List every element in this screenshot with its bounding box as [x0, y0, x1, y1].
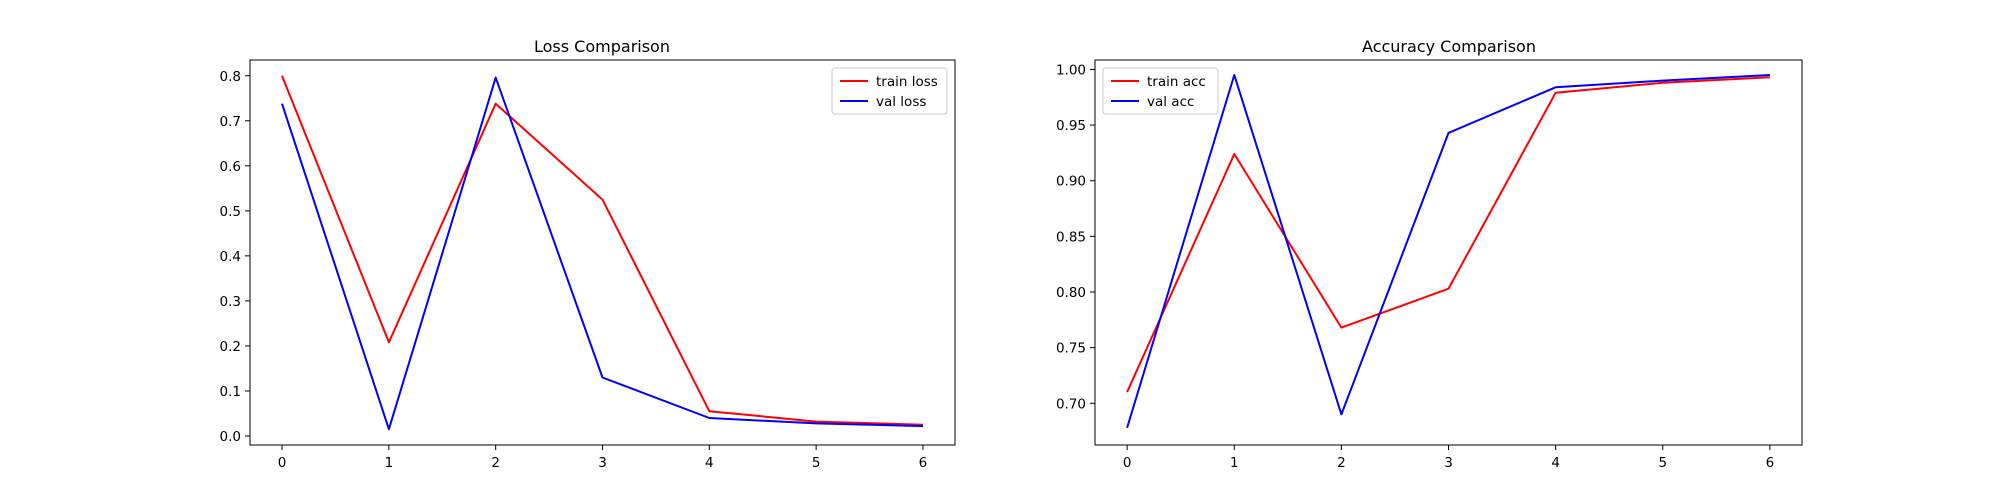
- loss-y-tick-label: 0.6: [220, 159, 241, 175]
- loss-y-tick-label: 0.0: [220, 429, 241, 445]
- accuracy-y-tick-label: 0.75: [1056, 341, 1086, 357]
- loss-x-tick-label: 6: [919, 455, 928, 471]
- loss-legend-label: val loss: [876, 94, 926, 110]
- accuracy-series-line-val-acc: [1126, 74, 1770, 429]
- accuracy-x-tick-label: 1: [1230, 455, 1239, 471]
- accuracy-y-tick-label: 0.80: [1056, 285, 1086, 301]
- loss-plot-area: 0 1 2 3 4 5 6 0.0 0.1 0.2 0.3 0.4 0.5 0.6 0.7 0.8 train …: [220, 59, 956, 471]
- loss-legend: train loss val loss: [831, 67, 948, 115]
- loss-y-tick-label: 0.1: [220, 384, 241, 400]
- accuracy-x-tick-label: 4: [1551, 455, 1560, 471]
- accuracy-x-tick-label: 5: [1658, 455, 1667, 471]
- loss-chart-title: Loss Comparison: [534, 37, 670, 56]
- accuracy-legend: train acc val acc: [1102, 67, 1219, 115]
- loss-y-tick-label: 0.7: [220, 114, 241, 130]
- accuracy-plot-area: 0 1 2 3 4 5 6 0.70 0.75 0.80 0.85 0.90 0.95 1.00 train…: [1056, 59, 1803, 471]
- accuracy-x-tick-label: 3: [1444, 455, 1453, 471]
- accuracy-legend-label: val acc: [1147, 94, 1194, 110]
- accuracy-x-tick-label: 6: [1766, 455, 1775, 471]
- loss-x-tick-label: 4: [705, 455, 714, 471]
- loss-x-tick-label: 5: [812, 455, 821, 471]
- loss-y-tick-label: 0.8: [220, 69, 241, 85]
- accuracy-y-tick-label: 0.90: [1056, 174, 1086, 190]
- accuracy-y-tick-label: 0.70: [1056, 396, 1086, 412]
- loss-x-tick-label: 0: [278, 455, 287, 471]
- accuracy-chart-title: Accuracy Comparison: [1362, 37, 1536, 56]
- loss-y-tick-label: 0.4: [220, 249, 241, 265]
- loss-x-tick-label: 2: [491, 455, 500, 471]
- accuracy-y-tick-label: 0.85: [1056, 229, 1086, 245]
- loss-x-tick-label: 1: [385, 455, 394, 471]
- accuracy-x-tick-label: 2: [1337, 455, 1346, 471]
- loss-x-tick-label: 3: [598, 455, 607, 471]
- accuracy-y-tick-label: 1.00: [1056, 62, 1086, 78]
- loss-series-line-train-loss: [281, 75, 924, 426]
- accuracy-x-tick-label: 0: [1123, 455, 1132, 471]
- accuracy-y-tick-label: 0.95: [1056, 118, 1086, 134]
- loss-legend-box: [831, 67, 948, 115]
- accuracy-chart: Accuracy Comparison 0 1 2 3 4 5 60.700.750.800…: [1056, 37, 1803, 471]
- accuracy-series-line-train-acc: [1126, 76, 1770, 393]
- loss-y-tick-label: 0.2: [220, 339, 241, 355]
- loss-series-line-val-loss: [281, 76, 924, 431]
- loss-legend-label: train loss: [876, 74, 938, 90]
- loss-y-tick-label: 0.3: [220, 294, 241, 310]
- loss-chart: Loss Comparison 0 1 2 3 4 5 6 0.0 0.1 0.2 0.3 0.4 0.…: [220, 37, 956, 471]
- accuracy-legend-label: train acc: [1147, 74, 1206, 90]
- accuracy-legend-box: [1102, 67, 1219, 115]
- loss-y-tick-label: 0.5: [220, 204, 241, 220]
